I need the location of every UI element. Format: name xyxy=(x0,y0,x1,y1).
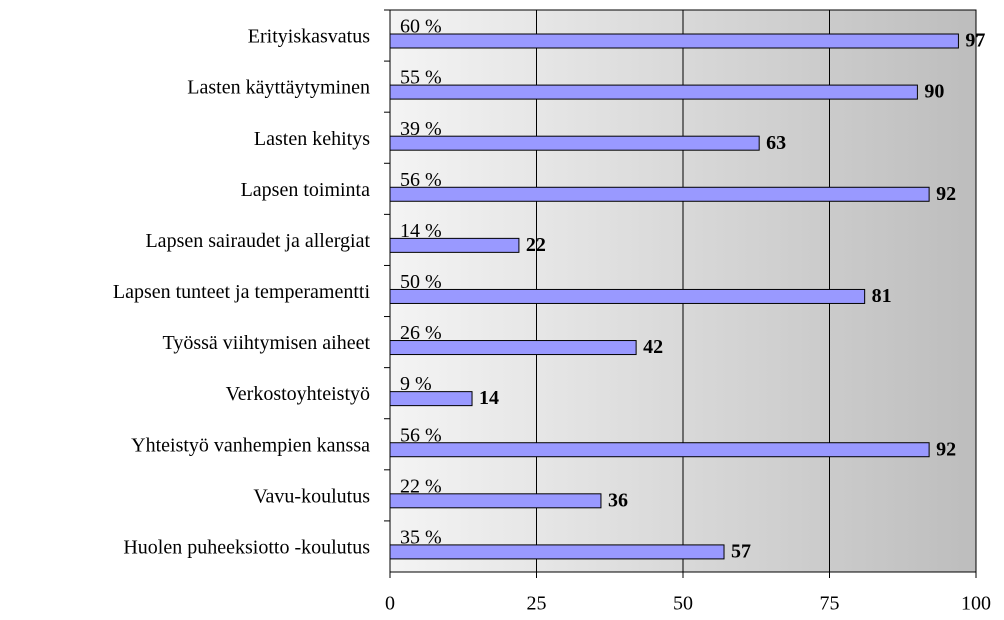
percent-label: 35 % xyxy=(400,527,442,549)
bar xyxy=(389,442,930,458)
bar xyxy=(389,237,520,253)
y-tick-label: Vavu-koulutus xyxy=(253,485,370,507)
x-tick-label: 75 xyxy=(820,593,840,615)
bar xyxy=(389,186,930,202)
y-tick-label: Lasten kehitys xyxy=(254,128,370,150)
x-tick-label: 25 xyxy=(527,593,547,615)
data-label: 36 xyxy=(608,489,628,511)
y-tick-label: Työssä viihtymisen aiheet xyxy=(163,332,371,354)
x-tick-label: 50 xyxy=(673,593,693,615)
percent-label: 26 % xyxy=(400,322,442,344)
y-tick-label: Verkostoyhteistyö xyxy=(226,383,370,405)
data-label: 97 xyxy=(965,30,985,52)
data-label: 92 xyxy=(936,438,956,460)
bar xyxy=(389,288,866,304)
x-tick-label: 100 xyxy=(961,593,991,615)
bar xyxy=(389,544,725,560)
data-label: 14 xyxy=(479,387,499,409)
y-tick-label: Lapsen tunteet ja temperamentti xyxy=(113,281,371,303)
percent-label: 50 % xyxy=(400,271,442,293)
percent-label: 22 % xyxy=(400,475,442,497)
bar xyxy=(389,391,473,407)
data-label: 81 xyxy=(872,285,892,307)
percent-label: 55 % xyxy=(400,67,442,89)
bar xyxy=(389,493,602,509)
percent-label: 60 % xyxy=(400,16,442,38)
data-label: 42 xyxy=(643,336,663,358)
data-label: 57 xyxy=(731,541,751,563)
percent-label: 56 % xyxy=(400,424,442,446)
data-label: 63 xyxy=(766,132,786,154)
y-tick-label: Huolen puheeksiotto -koulutus xyxy=(123,537,370,559)
bar xyxy=(389,340,637,356)
y-tick-label: Lapsen toiminta xyxy=(241,179,371,201)
y-tick-label: Yhteistyö vanhempien kanssa xyxy=(131,434,370,456)
y-tick-label: Erityiskasvatus xyxy=(248,26,370,48)
data-label: 22 xyxy=(526,234,546,256)
y-tick-label: Lapsen sairaudet ja allergiat xyxy=(145,230,370,252)
percent-label: 56 % xyxy=(400,169,442,191)
x-tick-label: 0 xyxy=(385,593,395,615)
percent-label: 9 % xyxy=(400,373,432,395)
data-label: 90 xyxy=(924,81,944,103)
percent-label: 14 % xyxy=(400,220,442,242)
percent-label: 39 % xyxy=(400,118,442,140)
bar xyxy=(389,135,760,151)
bar xyxy=(389,33,959,49)
data-label: 92 xyxy=(936,183,956,205)
bar xyxy=(389,84,918,100)
y-tick-label: Lasten käyttäytyminen xyxy=(187,77,370,99)
